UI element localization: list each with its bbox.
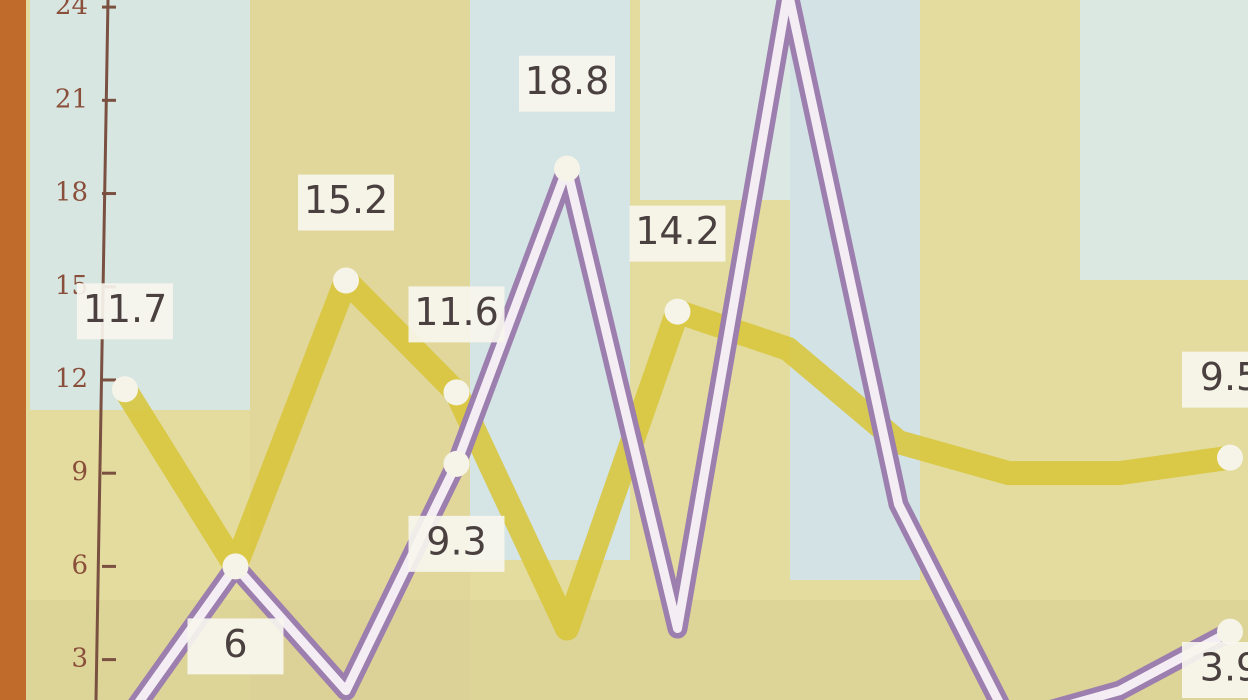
label-box — [298, 174, 394, 231]
frame-edge — [0, 0, 26, 700]
y-tick-label: 24 — [55, 0, 88, 21]
label-box — [408, 515, 505, 572]
y-tick-label: 9 — [71, 457, 88, 487]
y-tick-label: 3 — [71, 644, 88, 674]
y-tick-label: 18 — [55, 178, 88, 208]
label-box — [77, 283, 173, 340]
panel — [1080, 0, 1248, 280]
data-label: 3.9 — [1200, 646, 1248, 690]
y-tick-label: 12 — [55, 364, 88, 394]
y-tick-label: 6 — [71, 550, 88, 580]
panel — [30, 0, 250, 410]
point — [1217, 444, 1243, 471]
data-label: 15.2 — [304, 178, 389, 222]
data-label: 9.5 — [1200, 355, 1248, 399]
point — [222, 553, 249, 580]
data-label: 11.7 — [83, 287, 168, 331]
point — [443, 450, 470, 477]
label-box — [519, 55, 615, 112]
series-line-core — [134, 0, 1233, 700]
label-box — [1182, 642, 1248, 698]
data-label: 9.3 — [426, 519, 486, 563]
y-axis — [94, 0, 110, 700]
label-box — [1182, 351, 1248, 408]
point — [1217, 618, 1243, 645]
label-box — [408, 286, 505, 343]
point — [554, 155, 580, 182]
panel — [250, 0, 470, 700]
data-label: 6 — [223, 622, 247, 666]
data-label: 18.8 — [525, 59, 610, 103]
y-tick-label: 21 — [55, 84, 88, 114]
point — [443, 379, 470, 406]
label-box — [187, 618, 284, 675]
point — [333, 267, 359, 294]
point — [664, 298, 691, 325]
label-box — [629, 205, 726, 262]
data-label: 14.2 — [635, 209, 720, 253]
data-label: 11.6 — [414, 290, 499, 334]
point — [112, 376, 138, 403]
